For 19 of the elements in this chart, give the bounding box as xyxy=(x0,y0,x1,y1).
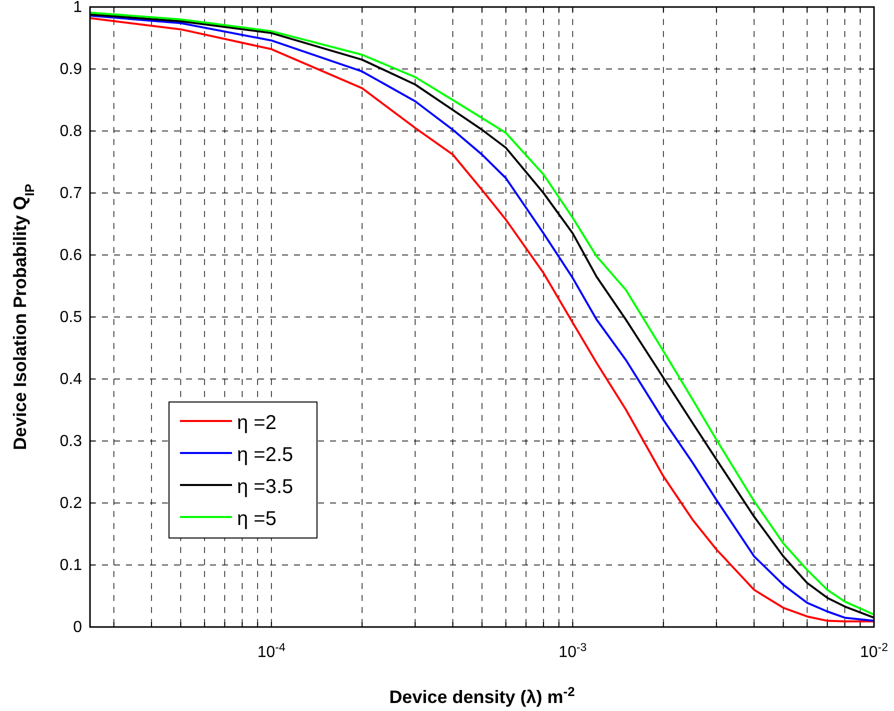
y-tick-label: 0.8 xyxy=(60,123,82,140)
y-tick-label: 0.2 xyxy=(60,495,82,512)
y-tick-label: 0.4 xyxy=(60,371,82,388)
legend-label: η =5 xyxy=(237,508,276,530)
x-tick-label: 10$^{-3}$ xyxy=(558,642,587,661)
y-tick-label: 0.6 xyxy=(60,247,82,264)
y-tick-label: 0.5 xyxy=(60,309,82,326)
y-tick-label: 0.1 xyxy=(60,557,82,574)
x-axis-title: Device density (λ) m$^{-2}$ xyxy=(389,684,575,707)
y-tick-label: 0 xyxy=(73,619,82,636)
y-tick-label: 0.7 xyxy=(60,185,82,202)
x-tick-label: 10$^{-4}$ xyxy=(257,642,286,661)
legend-label: η =3.5 xyxy=(237,476,294,498)
legend-label: η =2 xyxy=(237,412,276,434)
legend-label: η =2.5 xyxy=(237,444,294,466)
y-tick-label: 1 xyxy=(73,0,82,16)
y-tick-label: 0.3 xyxy=(60,433,82,450)
x-tick-label: 10$^{-2}$ xyxy=(860,642,888,661)
y-tick-label: 0.9 xyxy=(60,61,82,78)
